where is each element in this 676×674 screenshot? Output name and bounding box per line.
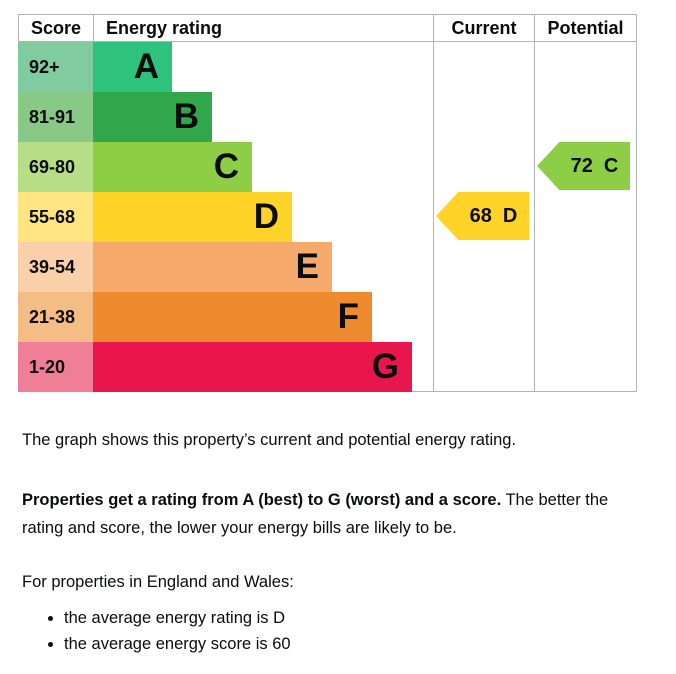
header-current: Current xyxy=(433,15,534,41)
band-bar-f: F xyxy=(93,292,372,342)
band-score-range: 1-20 xyxy=(18,342,93,392)
header-potential: Potential xyxy=(534,15,637,41)
description-section: The graph shows this property’s current … xyxy=(0,392,676,657)
column-divider-rating-current xyxy=(433,42,434,392)
band-rows: 92+ A 81-91 B 69-80 C 55-68 D 39-54 E 21-38 F 1-20 G xyxy=(18,42,412,392)
potential-score: 72 xyxy=(570,154,593,177)
chart-header-row: Score Energy rating Current Potential xyxy=(18,14,637,42)
band-bar-g: G xyxy=(93,342,412,392)
energy-rating-chart: Score Energy rating Current Potential 92… xyxy=(18,14,637,392)
rating-explanation-rest: The better the rating and score, the low… xyxy=(22,491,609,537)
band-score-range: 55-68 xyxy=(18,192,93,242)
band-row-b: 81-91 B xyxy=(18,92,412,142)
current-score: 68 xyxy=(469,204,492,227)
band-row-f: 21-38 F xyxy=(18,292,412,342)
potential-band: C xyxy=(603,154,619,177)
list-item: the average energy score is 60 xyxy=(64,631,654,657)
current-band: D xyxy=(502,204,518,227)
list-item: the average energy rating is D xyxy=(64,605,654,631)
band-score-range: 21-38 xyxy=(18,292,93,342)
header-energy-rating: Energy rating xyxy=(93,15,433,41)
band-score-range: 81-91 xyxy=(18,92,93,142)
current-rating-arrow: 68 D xyxy=(436,192,529,240)
band-bar-e: E xyxy=(93,242,332,292)
band-row-d: 55-68 D xyxy=(18,192,412,242)
band-score-range: 69-80 xyxy=(18,142,93,192)
rating-explanation-bold: Properties get a rating from A (best) to… xyxy=(22,491,502,509)
chart-body: 92+ A 81-91 B 69-80 C 55-68 D 39-54 E 21-38 F 1-20 G … xyxy=(18,42,637,392)
england-wales-heading: For properties in England and Wales: xyxy=(22,573,294,591)
averages-list: the average energy rating is Dthe averag… xyxy=(22,605,654,657)
band-row-e: 39-54 E xyxy=(18,242,412,292)
band-bar-c: C xyxy=(93,142,252,192)
header-score: Score xyxy=(18,15,93,41)
column-divider-current-potential xyxy=(534,42,535,392)
band-row-a: 92+ A xyxy=(18,42,412,92)
band-score-range: 92+ xyxy=(18,42,93,92)
band-score-range: 39-54 xyxy=(18,242,93,292)
potential-rating-arrow: 72 C xyxy=(537,142,630,190)
graph-summary-text: The graph shows this property’s current … xyxy=(22,431,517,449)
band-row-c: 69-80 C xyxy=(18,142,412,192)
rating-explanation-text: Properties get a rating from A (best) to… xyxy=(22,486,654,542)
band-bar-d: D xyxy=(93,192,292,242)
band-bar-b: B xyxy=(93,92,212,142)
band-bar-a: A xyxy=(93,42,172,92)
band-row-g: 1-20 G xyxy=(18,342,412,392)
table-right-border xyxy=(636,42,637,392)
